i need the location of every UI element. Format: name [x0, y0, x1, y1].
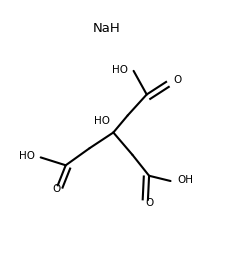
Text: OH: OH: [178, 175, 194, 185]
Text: O: O: [52, 184, 60, 194]
Text: NaH: NaH: [92, 23, 120, 36]
Text: HO: HO: [94, 116, 110, 126]
Text: HO: HO: [19, 151, 35, 161]
Text: O: O: [145, 198, 153, 208]
Text: O: O: [173, 75, 181, 85]
Text: HO: HO: [112, 65, 128, 74]
